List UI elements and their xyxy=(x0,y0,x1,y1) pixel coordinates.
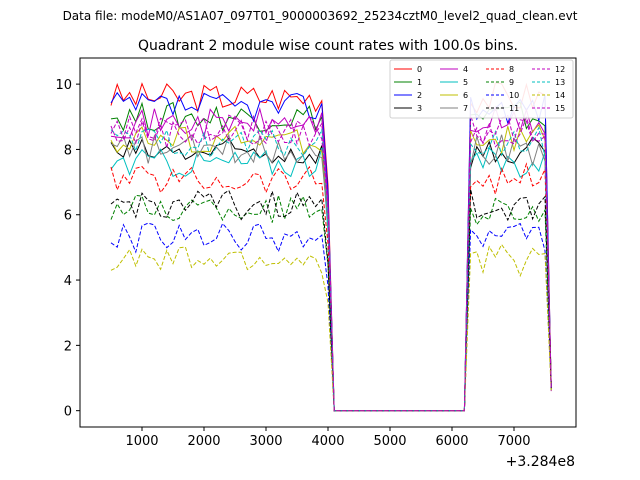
x-tick-label: 4000 xyxy=(311,434,344,449)
y-tick-label: 6 xyxy=(64,209,72,224)
x-tick-label: 2000 xyxy=(187,434,220,449)
y-tick-label: 4 xyxy=(64,274,72,289)
series-line-14 xyxy=(110,243,552,412)
x-axis-offset-label: +3.284e8 xyxy=(506,454,575,470)
legend-label: 9 xyxy=(509,78,514,87)
y-tick-label: 10 xyxy=(55,78,72,93)
legend-label: 6 xyxy=(463,91,468,100)
y-tick-label: 8 xyxy=(64,143,72,158)
x-tick-label: 3000 xyxy=(249,434,282,449)
legend-label: 4 xyxy=(463,65,468,74)
legend-label: 5 xyxy=(463,78,468,87)
series-line-15 xyxy=(110,114,552,412)
y-axis: 0 2 4 6 8 10 xyxy=(55,78,80,420)
legend-label: 7 xyxy=(463,104,468,113)
legend-label: 2 xyxy=(417,91,422,100)
y-tick-label: 2 xyxy=(64,339,72,354)
x-tick-label: 6000 xyxy=(435,434,468,449)
legend-box xyxy=(389,59,574,119)
series-line-11 xyxy=(110,189,552,412)
chart-title: Quadrant 2 module wise count rates with … xyxy=(138,38,518,54)
x-axis: 1000 2000 3000 4000 5000 6000 7000 xyxy=(125,427,531,449)
legend-label: 14 xyxy=(555,91,565,100)
x-tick-label: 5000 xyxy=(373,434,406,449)
legend-label: 12 xyxy=(555,65,565,74)
legend-label: 1 xyxy=(417,78,422,87)
legend-label: 11 xyxy=(509,104,519,113)
x-tick-label: 7000 xyxy=(497,434,530,449)
legend-label: 13 xyxy=(555,78,565,87)
y-tick-label: 0 xyxy=(64,405,72,420)
legend-label: 8 xyxy=(509,65,514,74)
x-tick-label: 1000 xyxy=(125,434,158,449)
series-layer xyxy=(110,82,552,412)
series-line-12 xyxy=(110,115,552,412)
legend-label: 15 xyxy=(555,104,565,113)
legend-label: 10 xyxy=(509,91,519,100)
legend-label: 0 xyxy=(417,65,422,74)
figure-suptitle: Data file: modeM0/AS1A07_097T01_90000036… xyxy=(63,9,578,23)
legend-label: 3 xyxy=(417,104,422,113)
